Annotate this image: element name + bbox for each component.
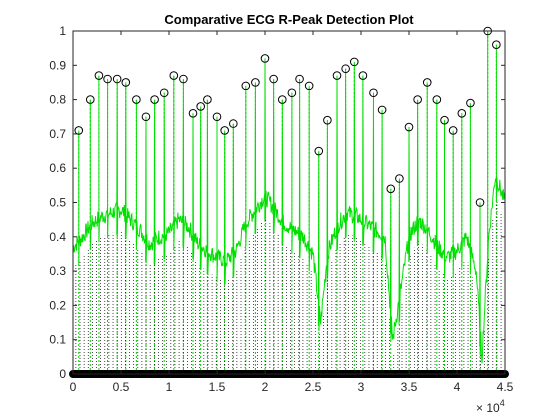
r-peak-marker <box>132 95 141 104</box>
r-peak-marker <box>323 115 332 125</box>
r-peak-marker <box>212 112 222 122</box>
x-tick-label: 2.5 <box>305 380 322 394</box>
r-peak-marker <box>422 78 432 87</box>
dense-sample-lines <box>75 200 502 374</box>
r-peak-marker <box>103 74 112 84</box>
x-axis-exponent: × 104 <box>476 398 505 415</box>
y-tick-label: 0.2 <box>49 298 66 312</box>
r-peak-marker <box>440 115 449 125</box>
r-peak-marker <box>141 112 151 122</box>
r-peak-marker <box>448 126 458 135</box>
r-peak-marker <box>413 95 422 104</box>
r-peak-marker <box>332 71 342 80</box>
x-tick-label: 1.5 <box>209 380 226 394</box>
x-exponent-power: 4 <box>500 398 505 408</box>
r-peak-marker <box>369 88 378 98</box>
r-peak-marker <box>251 78 260 87</box>
y-tick-label: 0.3 <box>49 264 66 278</box>
ecg-signal-line <box>72 31 506 364</box>
x-tick-label: 4.5 <box>497 380 514 394</box>
r-peak-marker <box>341 64 350 74</box>
r-peak-marker <box>466 98 475 108</box>
r-peak-marker <box>349 57 359 67</box>
y-tick-label: 0 <box>59 367 66 381</box>
y-tick-label: 0.9 <box>49 58 66 72</box>
r-peak-marker <box>377 105 387 115</box>
r-peak-markers <box>74 26 501 207</box>
r-peak-marker <box>287 88 297 98</box>
x-tick-label: 3 <box>358 380 365 394</box>
y-tick-label: 0.6 <box>49 161 66 175</box>
ecg-signal-group <box>72 31 506 364</box>
r-peak-marker <box>203 95 212 104</box>
r-peak-marker <box>475 198 485 207</box>
axes-background <box>73 31 505 374</box>
r-peak-marker <box>169 71 179 80</box>
r-peak-marker <box>241 81 251 91</box>
r-peak-marker <box>196 102 205 111</box>
x-tick-label: 0.5 <box>113 380 130 394</box>
x-tick-label: 1 <box>166 380 173 394</box>
r-peak-marker <box>432 95 442 104</box>
r-peak-marker <box>159 88 169 98</box>
chart-title: Comparative ECG R-Peak Detection Plot <box>164 12 414 27</box>
r-peak-marker <box>295 74 304 84</box>
x-tick-label: 4 <box>454 380 461 394</box>
x-tick-label: 0 <box>70 380 77 394</box>
x-exponent-base: × 10 <box>476 401 500 415</box>
r-peak-marker <box>85 95 95 104</box>
r-peak-marker <box>94 71 104 80</box>
r-peak-marker <box>121 78 131 87</box>
r-peak-marker <box>220 126 229 135</box>
y-tick-label: 1 <box>59 24 66 38</box>
r-peak-marker <box>395 174 404 183</box>
y-tick-label: 0.7 <box>49 127 66 141</box>
r-peak-marker <box>112 74 122 84</box>
r-peak-marker <box>188 109 198 118</box>
r-peak-marker <box>386 184 396 194</box>
x-axis-ticks: 0 0.5 1 1.5 2 2.5 3 3.5 4 4.5 <box>70 31 514 394</box>
r-peak-marker <box>492 40 501 50</box>
r-peak-marker <box>457 109 467 118</box>
r-peak-marker <box>358 71 368 80</box>
x-tick-label: 3.5 <box>401 380 418 394</box>
y-tick-label: 0.1 <box>49 333 66 347</box>
y-tick-label: 0.5 <box>49 196 66 210</box>
y-tick-label: 0.4 <box>49 230 66 244</box>
r-peak-marker <box>179 74 188 84</box>
y-tick-label: 0.8 <box>49 93 66 107</box>
r-peak-marker <box>304 81 314 91</box>
r-peak-marker <box>404 122 414 132</box>
y-axis-ticks: 0 0.1 0.2 0.3 0.4 0.5 0.6 0.7 0.8 0.9 1 <box>49 24 505 381</box>
r-peak-marker <box>74 126 84 135</box>
r-peak-marker <box>260 54 270 63</box>
x-tick-label: 2 <box>262 380 269 394</box>
r-peak-marker <box>314 146 324 156</box>
r-peak-marker <box>277 95 287 104</box>
r-peak-marker <box>150 95 159 104</box>
r-peak-marker <box>229 119 238 128</box>
r-peak-marker <box>269 74 278 84</box>
